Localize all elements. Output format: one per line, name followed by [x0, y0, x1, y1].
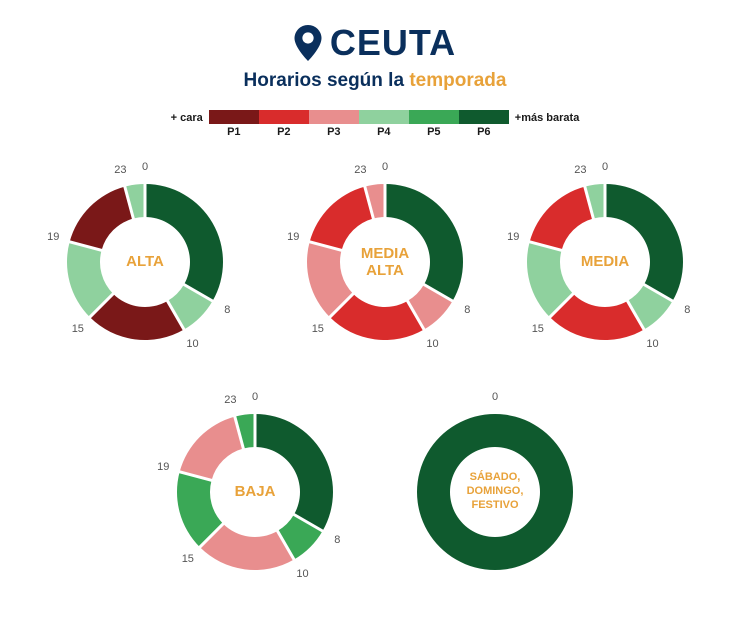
legend-bars: P1P2P3P4P5P6 [209, 110, 509, 138]
legend-item-p3: P3 [309, 110, 359, 138]
hour-label: 8 [464, 304, 470, 316]
donut-chart-media-alta: 0810151923MEDIAALTA [285, 162, 485, 362]
hour-label: 8 [684, 304, 690, 316]
hour-label: 0 [252, 391, 258, 403]
donut-segment [417, 414, 573, 570]
hour-label: 23 [224, 394, 236, 406]
hour-label: 10 [296, 568, 308, 580]
location-title: CEUTA [330, 22, 456, 64]
hour-label: 23 [354, 164, 366, 176]
legend-swatch [209, 110, 259, 124]
donut-chart-alta: 0810151923ALTA [45, 162, 245, 362]
legend-label: P3 [309, 126, 359, 138]
hour-label: 15 [532, 323, 544, 335]
legend-swatch [409, 110, 459, 124]
legend-label: P4 [359, 126, 409, 138]
legend-label: P5 [409, 126, 459, 138]
charts-container: 0810151923ALTA0810151923MEDIAALTA0810151… [0, 162, 750, 592]
subtitle-prefix: Horarios según la [244, 70, 410, 91]
header: CEUTA Horarios según la temporada [0, 0, 750, 92]
donut-svg [395, 392, 595, 592]
title-row: CEUTA [0, 22, 750, 64]
legend-item-p1: P1 [209, 110, 259, 138]
hour-label: 10 [646, 338, 658, 350]
hour-label: 0 [382, 161, 388, 173]
donut-segment [180, 417, 244, 481]
donut-chart-media: 0810151923MEDIA [505, 162, 705, 362]
subtitle: Horarios según la temporada [0, 70, 750, 92]
legend: + cara P1P2P3P4P5P6 +más barata [0, 110, 750, 138]
hour-label: 0 [142, 161, 148, 173]
hour-label: 23 [574, 164, 586, 176]
hour-label: 10 [426, 338, 438, 350]
hour-label: 0 [492, 391, 498, 403]
legend-label: P6 [459, 126, 509, 138]
legend-label: P2 [259, 126, 309, 138]
legend-label: P1 [209, 126, 259, 138]
location-pin-icon [294, 25, 322, 61]
donut-segment [70, 187, 134, 251]
donut-chart-baja: 0810151923BAJA [155, 392, 355, 592]
hour-label: 19 [287, 231, 299, 243]
legend-label-right: +más barata [515, 110, 580, 124]
hour-label: 19 [157, 461, 169, 473]
legend-item-p4: P4 [359, 110, 409, 138]
hour-label: 8 [224, 304, 230, 316]
hour-label: 15 [312, 323, 324, 335]
legend-item-p2: P2 [259, 110, 309, 138]
hour-label: 15 [182, 553, 194, 565]
hour-label: 19 [47, 231, 59, 243]
hour-label: 0 [602, 161, 608, 173]
legend-swatch [359, 110, 409, 124]
donut-chart-weekend: 0SÁBADO,DOMINGO,FESTIVO [395, 392, 595, 592]
hour-label: 23 [114, 164, 126, 176]
hour-label: 19 [507, 231, 519, 243]
subtitle-accent: temporada [409, 70, 506, 91]
legend-item-p5: P5 [409, 110, 459, 138]
hour-label: 8 [334, 534, 340, 546]
donut-segment [310, 187, 374, 251]
legend-label-left: + cara [171, 110, 203, 124]
legend-swatch [459, 110, 509, 124]
hour-label: 10 [186, 338, 198, 350]
legend-item-p6: P6 [459, 110, 509, 138]
hour-label: 15 [72, 323, 84, 335]
legend-swatch [259, 110, 309, 124]
donut-segment [530, 187, 594, 251]
legend-swatch [309, 110, 359, 124]
